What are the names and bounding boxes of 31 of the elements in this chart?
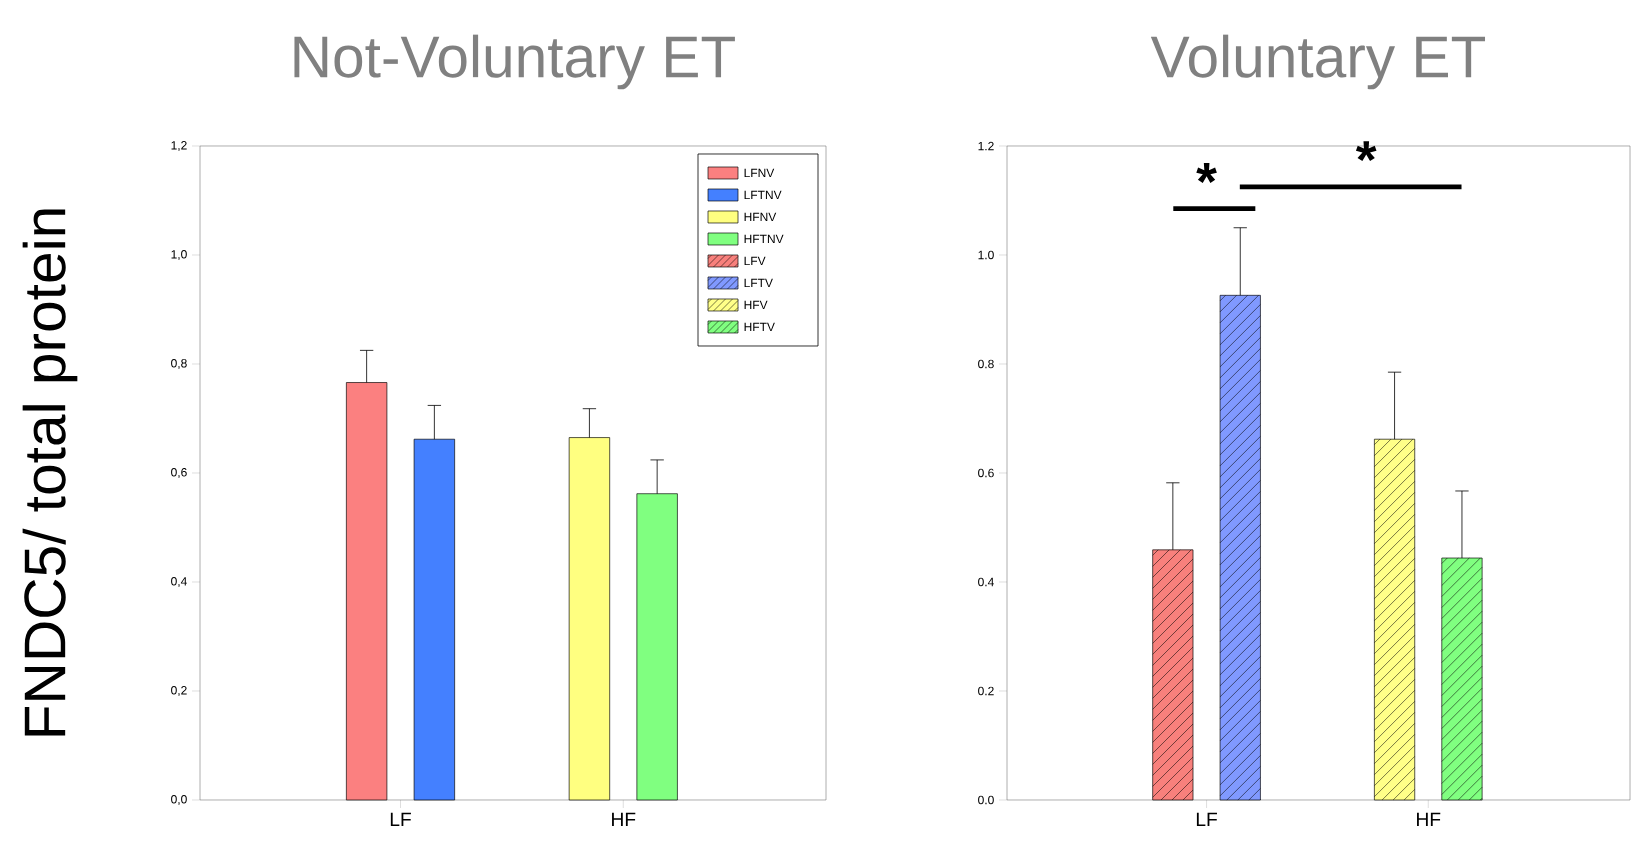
legend-label: LFV [744,256,766,266]
legend-label: HFNV [744,212,777,222]
y-tick-label: 0,6 [171,468,187,478]
y-tick-label: 1.0 [978,250,994,260]
legend-label: LFTNV [744,190,782,200]
y-tick-label: 0,4 [171,577,187,587]
y-tick-label: 0.0 [978,795,994,805]
legend-label: HFTV [744,322,775,332]
y-axis-title: FNDC5/ total protein [22,209,78,736]
y-tick-label: 0.6 [978,468,994,478]
x-tick-label: LF [390,812,411,826]
x-tick-label: LF [1196,812,1217,826]
legend-label: HFV [744,300,768,310]
y-tick-label: 1,2 [171,141,187,151]
legend-label: LFTV [744,278,773,288]
legend-label: LFNV [744,168,775,178]
y-tick-label: 0.4 [978,577,994,587]
y-tick-label: 1.2 [978,141,994,151]
x-tick-label: HF [612,812,636,826]
y-tick-label: 0,2 [171,686,187,696]
chart-title: Voluntary ET [1150,34,1486,90]
chart-title: Not-Voluntary ET [294,34,735,90]
y-tick-label: 0.8 [978,359,994,369]
annotation: * [1196,163,1217,183]
y-tick-label: 1,0 [171,250,187,260]
legend-label: HFTNV [744,234,784,244]
annotation: * [1355,141,1377,162]
x-tick-label: HF [1417,812,1441,826]
y-tick-label: 0,8 [171,359,187,369]
y-tick-label: 0.2 [978,686,994,696]
y-tick-label: 0,0 [171,795,187,805]
